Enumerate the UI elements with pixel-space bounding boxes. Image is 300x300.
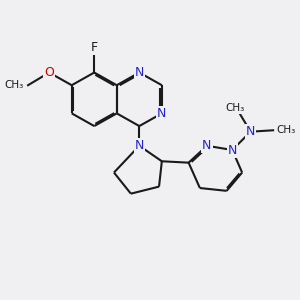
Text: N: N xyxy=(157,107,167,120)
Text: N: N xyxy=(202,139,212,152)
Text: N: N xyxy=(246,125,255,138)
Text: N: N xyxy=(135,66,144,79)
Text: CH₃: CH₃ xyxy=(226,103,245,113)
Text: N: N xyxy=(228,143,237,157)
Text: O: O xyxy=(44,66,54,79)
Text: F: F xyxy=(91,41,98,54)
Text: CH₃: CH₃ xyxy=(4,80,24,90)
Text: N: N xyxy=(135,139,144,152)
Text: CH₃: CH₃ xyxy=(276,125,295,135)
